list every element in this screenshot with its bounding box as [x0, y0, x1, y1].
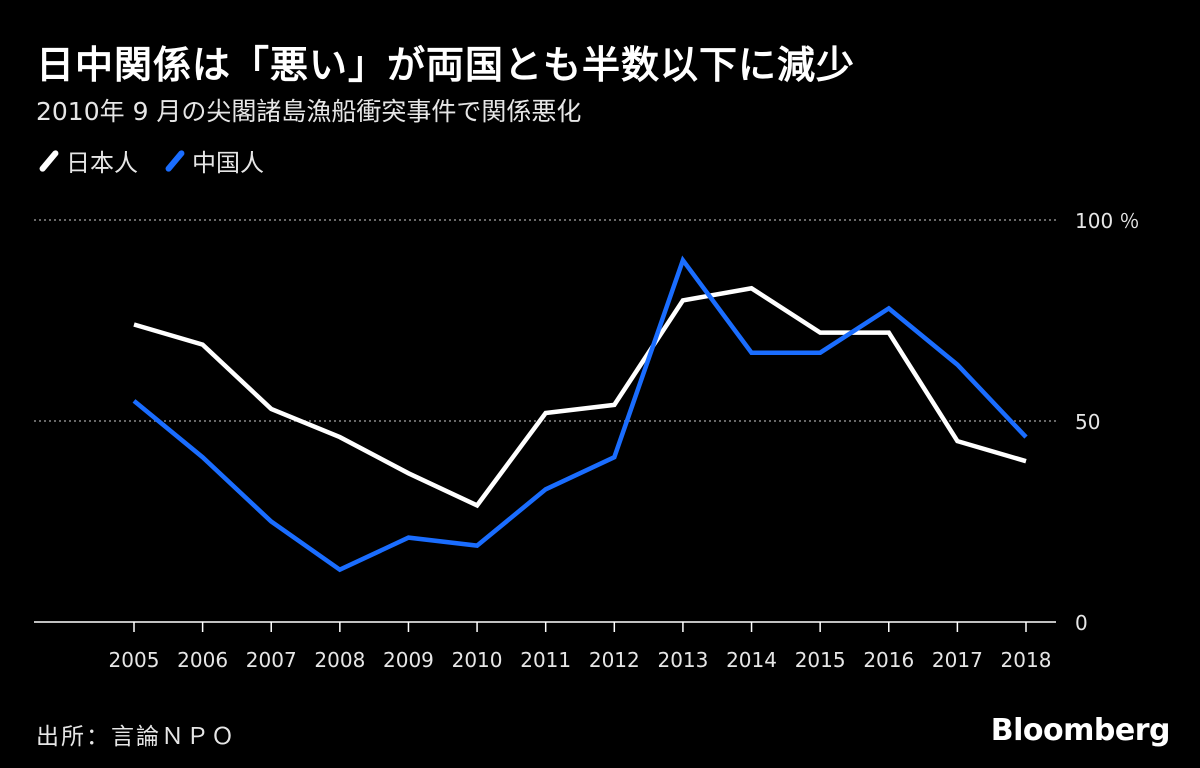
x-tick-label-2017: 2017: [932, 648, 983, 672]
x-tick-label-2005: 2005: [109, 648, 160, 672]
x-tick-label-2008: 2008: [314, 648, 365, 672]
x-tick-label-2016: 2016: [863, 648, 914, 672]
y-tick-label-50: 50: [1075, 410, 1100, 434]
series-line-japanese: [133, 285, 1027, 509]
x-tick-label-2014: 2014: [726, 648, 777, 672]
x-tick-label-2015: 2015: [795, 648, 846, 672]
legend: 日本人 中国人: [38, 143, 298, 178]
legend-item-chinese: 中国人: [164, 143, 264, 178]
x-tick-label-2006: 2006: [177, 648, 228, 672]
series-line-chinese: [132, 255, 1028, 573]
y-tick-label-0: 0: [1075, 611, 1088, 635]
x-tick-label-2018: 2018: [1001, 648, 1052, 672]
legend-label-chinese: 中国人: [192, 149, 264, 177]
source-note: 出所：言論ＮＰＯ: [36, 724, 236, 750]
chart-title: 日中関係は「悪い」が両国とも半数以下に減少: [36, 43, 856, 87]
x-tick-label-2012: 2012: [589, 648, 640, 672]
x-tick-label-2013: 2013: [657, 648, 708, 672]
y-tick-label-100: 100 ％: [1075, 209, 1140, 233]
x-tick-label-2009: 2009: [383, 648, 434, 672]
x-tick-label-2007: 2007: [246, 648, 297, 672]
chart-subtitle: 2010年 9 月の尖閣諸島漁船衝突事件で関係悪化: [36, 97, 582, 126]
legend-label-japanese: 日本人: [66, 149, 138, 177]
bloomberg-logo: Bloomberg: [990, 713, 1171, 748]
x-tick-label-2011: 2011: [520, 648, 571, 672]
legend-item-japanese: 日本人: [38, 143, 138, 178]
x-tick-label-2010: 2010: [452, 648, 503, 672]
